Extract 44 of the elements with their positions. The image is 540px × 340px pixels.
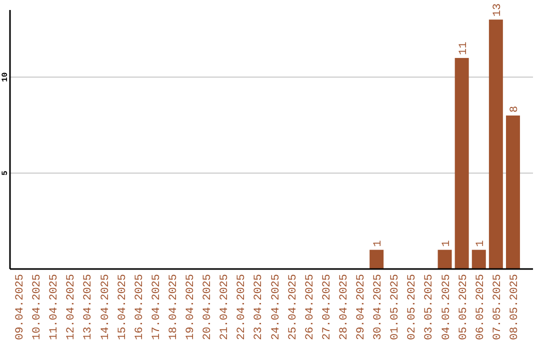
x-tick-label: 13.04.2025 <box>82 274 95 340</box>
x-tick-label: 17.04.2025 <box>150 274 163 340</box>
x-tick-label: 12.04.2025 <box>66 274 78 340</box>
y-tick-label: 10 <box>1 72 10 82</box>
data-label: 1 <box>440 240 453 247</box>
bar <box>506 116 520 269</box>
bar <box>488 20 503 269</box>
x-tick-label: 19.04.2025 <box>185 274 198 340</box>
x-tick-label: 14.04.2025 <box>100 274 112 340</box>
x-tick-label: 27.04.2025 <box>321 274 334 340</box>
x-tick-label: 21.04.2025 <box>219 274 232 340</box>
data-label: 1 <box>372 240 385 247</box>
x-tick-label: 01.05.2025 <box>390 274 402 340</box>
x-tick-label: 05.05.2025 <box>458 274 470 340</box>
x-tick-label: 30.04.2025 <box>372 274 385 340</box>
x-tick-label: 16.04.2025 <box>134 274 146 340</box>
data-label: 1 <box>474 240 487 247</box>
x-tick-label: 29.04.2025 <box>356 274 368 340</box>
x-tick-label: 11.04.2025 <box>48 274 61 340</box>
x-tick-label: 03.05.2025 <box>424 274 436 340</box>
x-tick-label: 07.05.2025 <box>492 274 504 340</box>
y-tick-label: 5 <box>1 170 10 176</box>
x-tick-label: 08.05.2025 <box>508 274 521 340</box>
x-tick-label: 23.04.2025 <box>253 274 266 340</box>
bar <box>438 250 452 269</box>
bar <box>454 58 469 269</box>
x-tick-label: 22.04.2025 <box>236 274 248 340</box>
x-tick-label: 24.04.2025 <box>270 274 282 340</box>
data-label: 13 <box>492 3 504 17</box>
data-label: 11 <box>458 41 470 55</box>
bar <box>472 250 486 269</box>
x-tick-label: 06.05.2025 <box>474 274 487 340</box>
x-tick-label: 20.04.2025 <box>202 274 214 340</box>
x-tick-label: 09.04.2025 <box>14 274 27 340</box>
data-label: 8 <box>508 106 521 113</box>
x-tick-label: 28.04.2025 <box>338 274 350 340</box>
x-tick-label: 18.04.2025 <box>168 274 180 340</box>
x-tick-label: 25.04.2025 <box>287 274 300 340</box>
x-tick-label: 26.04.2025 <box>304 274 316 340</box>
x-tick-label: 02.05.2025 <box>406 274 419 340</box>
bar <box>370 250 384 269</box>
x-tick-label: 15.04.2025 <box>116 274 129 340</box>
x-tick-label: 10.04.2025 <box>32 274 44 340</box>
x-tick-label: 04.05.2025 <box>440 274 453 340</box>
